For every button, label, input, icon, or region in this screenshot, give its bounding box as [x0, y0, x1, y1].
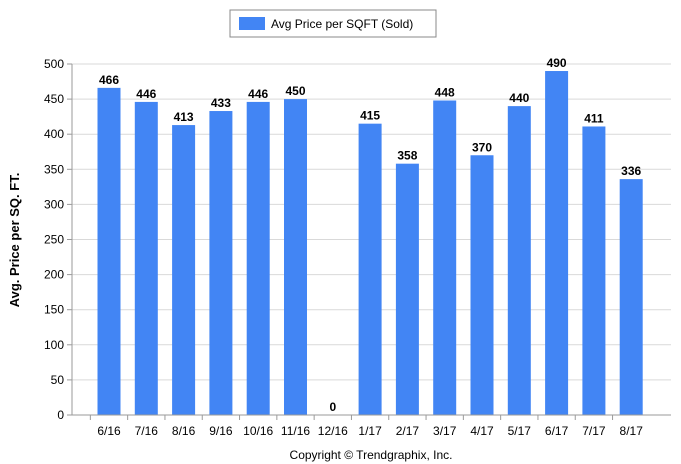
data-label: 336 [621, 164, 641, 178]
x-tick-label: 6/17 [545, 424, 569, 438]
y-tick-label: 50 [51, 373, 65, 387]
bar [470, 155, 494, 415]
bar [134, 101, 158, 416]
bar [284, 99, 307, 415]
data-label: 0 [329, 400, 336, 414]
bar [619, 179, 643, 415]
y-tick-label: 200 [44, 268, 64, 282]
y-tick-label: 350 [44, 162, 64, 176]
data-label: 490 [547, 56, 567, 70]
bar [97, 87, 121, 416]
data-label: 446 [136, 87, 156, 101]
x-axis-ticks: 6/16 7/16 8/16 9/16 10/16 11/16 12/16 1/17 2/17 3… [89, 415, 644, 438]
data-label: 370 [472, 140, 492, 154]
x-tick-label: 9/16 [209, 424, 233, 438]
x-tick-label: 3/17 [433, 424, 457, 438]
y-tick-label: 450 [44, 92, 64, 106]
y-tick-label: 150 [44, 303, 64, 317]
y-tick-label: 250 [44, 233, 64, 247]
bar [545, 71, 569, 416]
x-tick-label: 7/17 [582, 424, 606, 438]
gridlines [72, 63, 671, 381]
data-label: 411 [584, 111, 604, 125]
bar [395, 163, 419, 415]
x-tick-label: 1/17 [358, 424, 382, 438]
y-tick-label: 0 [57, 408, 64, 422]
y-axis-ticks: 0 50 100 150 200 250 300 350 400 450 500 [44, 57, 72, 422]
y-tick-label: 500 [44, 57, 64, 71]
bar [209, 111, 233, 415]
x-tick-label: 12/16 [318, 424, 348, 438]
data-label: 446 [248, 87, 268, 101]
bar [246, 101, 270, 416]
x-tick-label: 7/16 [135, 424, 159, 438]
x-tick-label: 4/17 [470, 424, 494, 438]
x-tick-label: 8/17 [620, 424, 644, 438]
bar [507, 106, 531, 416]
y-tick-label: 300 [44, 197, 64, 211]
x-tick-label: 10/16 [243, 424, 273, 438]
x-tick-label: 5/17 [508, 424, 532, 438]
y-axis-label: Avg. Price per SQ. FT. [7, 173, 22, 308]
data-label: 358 [397, 149, 417, 163]
data-label: 433 [211, 96, 231, 110]
data-label: 415 [360, 109, 380, 123]
bar [358, 123, 382, 416]
data-label: 440 [509, 91, 529, 105]
legend-label: Avg Price per SQFT (Sold) [271, 17, 413, 31]
x-tick-label: 11/16 [281, 424, 310, 438]
bars [97, 71, 643, 416]
data-label: 450 [285, 84, 305, 98]
bar [172, 125, 196, 415]
x-tick-label: 2/17 [396, 424, 420, 438]
y-tick-label: 100 [44, 338, 64, 352]
legend: Avg Price per SQFT (Sold) [229, 9, 437, 38]
data-label: 413 [174, 110, 194, 124]
bar [433, 100, 457, 415]
legend-swatch [239, 17, 265, 30]
copyright-text: Copyright © Trendgraphix, Inc. [290, 448, 453, 462]
bar [582, 126, 606, 415]
data-label: 448 [435, 86, 455, 100]
data-label: 466 [99, 73, 119, 87]
x-tick-label: 8/16 [172, 424, 196, 438]
x-tick-label: 6/16 [97, 424, 121, 438]
y-tick-label: 400 [44, 127, 64, 141]
data-labels: 466 446 413 433 446 450 0 415 358 448 370 440 490 411… [99, 56, 642, 414]
